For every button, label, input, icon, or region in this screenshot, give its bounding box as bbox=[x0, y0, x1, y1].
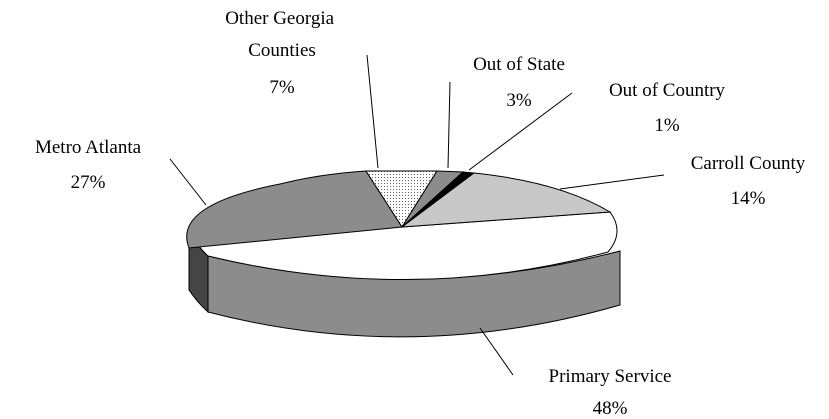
value-out-of-country: 1% bbox=[654, 115, 680, 136]
label-out-of-country: Out of Country bbox=[609, 80, 726, 101]
value-out-of-state: 3% bbox=[506, 90, 532, 111]
leader-line-primary-service bbox=[479, 327, 514, 376]
leader-line-out-of-country bbox=[468, 92, 573, 171]
leader-line-out-of-state bbox=[447, 81, 451, 169]
slice-carroll-county bbox=[400, 172, 612, 228]
slice-metro-atlanta bbox=[186, 170, 403, 249]
value-carroll-county: 14% bbox=[731, 188, 766, 209]
value-other-georgia-counties: 7% bbox=[269, 77, 295, 98]
leader-line-other-georgia bbox=[366, 54, 379, 169]
label-other-georgia-line-1: Other Georgia bbox=[225, 8, 334, 29]
leader-line-carroll-county bbox=[559, 174, 665, 190]
label-primary-service: Primary Service bbox=[549, 366, 672, 387]
leader-line-metro-atlanta bbox=[169, 158, 207, 206]
value-metro-atlanta: 27% bbox=[71, 172, 106, 193]
label-carroll-county: Carroll County bbox=[691, 153, 806, 174]
label-out-of-state: Out of State bbox=[473, 54, 565, 75]
label-metro-atlanta: Metro Atlanta bbox=[35, 137, 142, 158]
value-primary-service: 48% bbox=[593, 398, 628, 419]
label-other-georgia-line-2: Counties bbox=[248, 40, 316, 61]
label-other-georgia-counties: Other Georgia Counties bbox=[225, 8, 339, 61]
